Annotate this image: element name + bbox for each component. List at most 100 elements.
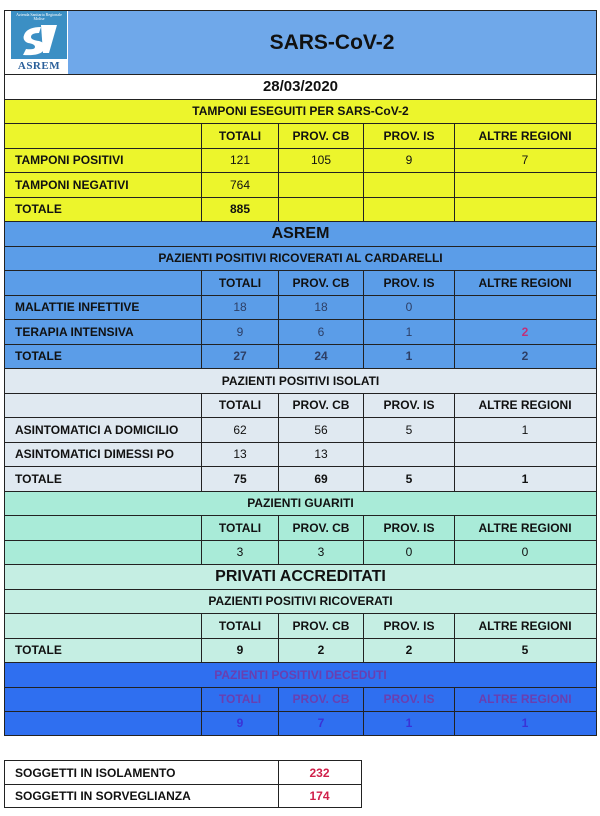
section-title-row: PAZIENTI GUARITI xyxy=(4,490,597,515)
value-cell: 0 xyxy=(363,295,454,319)
value-cell: 18 xyxy=(201,295,278,319)
row-label: TAMPONI POSITIVI xyxy=(15,153,124,168)
column-header: TOTALI xyxy=(201,393,278,417)
summary-label: SOGGETTI IN ISOLAMENTO xyxy=(15,765,176,780)
column-header-blank xyxy=(5,516,201,540)
value-cell: 7 xyxy=(278,712,363,735)
row-label xyxy=(5,541,201,565)
value-cell: 105 xyxy=(278,148,363,172)
summary-label: SOGGETTI IN SORVEGLIANZA xyxy=(15,789,191,803)
column-header: PROV. IS xyxy=(363,516,454,540)
column-header: ALTRE REGIONI xyxy=(454,393,595,417)
column-header-blank xyxy=(5,614,201,638)
column-header-blank xyxy=(5,394,201,418)
column-header: PROV. IS xyxy=(363,687,454,711)
value-cell: 0 xyxy=(454,540,595,564)
table-row: MALATTIE INFETTIVE 18 18 0 xyxy=(4,294,597,319)
column-header: PROV. IS xyxy=(363,614,454,638)
column-header-row: TOTALI PROV. CB PROV. IS ALTRE REGIONI xyxy=(4,123,597,148)
value-cell xyxy=(363,173,454,197)
section-title: PAZIENTI POSITIVI RICOVERATI AL CARDAREL… xyxy=(158,251,443,266)
row-label: TOTALE xyxy=(15,202,62,217)
report-header: SARS-CoV-2 Azienda Sanitaria Regionale M… xyxy=(4,10,597,74)
value-cell xyxy=(454,442,595,466)
value-cell: 9 xyxy=(201,712,278,735)
value-cell: 2 xyxy=(278,638,363,662)
column-header: PROV. CB xyxy=(278,516,363,540)
value-cell xyxy=(363,442,454,466)
row-label: ASINTOMATICI A DOMICILIO xyxy=(15,422,179,437)
row-label: TERAPIA INTENSIVA xyxy=(15,324,134,339)
section-title: PAZIENTI POSITIVI DECEDUTI xyxy=(214,667,387,682)
value-cell: 3 xyxy=(201,540,278,564)
section-banner: ASREM xyxy=(271,224,330,242)
value-cell xyxy=(454,197,595,221)
value-cell: 1 xyxy=(454,712,595,735)
section-title: PAZIENTI POSITIVI ISOLATI xyxy=(221,373,380,388)
value-cell: 27 xyxy=(201,344,278,368)
column-header-row: TOTALI PROV. CB PROV. IS ALTRE REGIONI xyxy=(4,613,597,638)
value-cell: 6 xyxy=(278,320,363,344)
section-title-row: PAZIENTI POSITIVI ISOLATI xyxy=(4,368,597,393)
column-header: ALTRE REGIONI xyxy=(454,687,595,711)
column-header: TOTALI xyxy=(201,516,278,540)
column-header: PROV. CB xyxy=(278,687,363,711)
value-cell: 2 xyxy=(454,344,595,368)
row-label: TOTALE xyxy=(15,349,62,364)
value-cell: 1 xyxy=(363,344,454,368)
table-row: ASINTOMATICI DIMESSI PO 13 13 xyxy=(4,441,597,466)
column-header: PROV. CB xyxy=(278,271,363,295)
value-cell: 13 xyxy=(278,442,363,466)
column-header: TOTALI xyxy=(201,271,278,295)
value-cell: 24 xyxy=(278,344,363,368)
report-table: 28/03/2020 TAMPONI ESEGUITI PER SARS-CoV… xyxy=(4,74,597,736)
logo-s-icon xyxy=(23,25,57,56)
column-header: PROV. CB xyxy=(278,124,363,148)
table-row: TOTALE 27 24 1 2 xyxy=(4,343,597,368)
value-cell xyxy=(454,295,595,319)
value-cell: 764 xyxy=(201,173,278,197)
value-cell: 9 xyxy=(201,320,278,344)
section-title-row: TAMPONI ESEGUITI PER SARS-CoV-2 xyxy=(4,98,597,123)
column-header-blank xyxy=(5,124,201,148)
table-row: TOTALE 9 2 2 5 xyxy=(4,637,597,662)
section-banner-row: ASREM xyxy=(4,221,597,246)
value-cell xyxy=(454,173,595,197)
value-cell xyxy=(363,197,454,221)
logo-caption: Azienda Sanitaria Regionale Molise xyxy=(16,12,62,21)
value-cell: 1 xyxy=(454,467,595,491)
value-cell: 0 xyxy=(363,540,454,564)
value-cell: 7 xyxy=(454,148,595,172)
report-date: 28/03/2020 xyxy=(262,78,339,96)
row-label: TOTALE xyxy=(15,643,62,658)
table-row: TAMPONI POSITIVI 121 105 9 7 xyxy=(4,147,597,172)
row-label: ASINTOMATICI DIMESSI PO xyxy=(15,447,174,462)
summary-table: SOGGETTI IN ISOLAMENTO 232 SOGGETTI IN SOR… xyxy=(4,760,362,808)
table-row: TOTALE 885 xyxy=(4,196,597,221)
value-cell: 9 xyxy=(363,148,454,172)
value-cell: 5 xyxy=(454,638,595,662)
section-banner-row: PRIVATI ACCREDITATI xyxy=(4,564,597,589)
logo-name: ASREM xyxy=(17,60,61,72)
value-cell: 3 xyxy=(278,540,363,564)
column-header-blank xyxy=(5,271,201,295)
value-cell: 5 xyxy=(363,418,454,442)
column-header-row: TOTALI PROV. CB PROV. IS ALTRE REGIONI xyxy=(4,392,597,418)
column-header: ALTRE REGIONI xyxy=(454,271,595,295)
column-header: PROV. CB xyxy=(278,614,363,638)
row-label xyxy=(5,712,201,735)
column-header: ALTRE REGIONI xyxy=(454,614,595,638)
column-header: TOTALI xyxy=(201,614,278,638)
summary-row: SOGGETTI IN ISOLAMENTO 232 xyxy=(4,760,362,784)
section-title-row: PAZIENTI POSITIVI RICOVERATI xyxy=(4,588,597,613)
value-cell: 121 xyxy=(201,148,278,172)
value-cell: 56 xyxy=(278,418,363,442)
report-sheet: SARS-CoV-2 Azienda Sanitaria Regionale M… xyxy=(4,10,597,736)
summary-value: 232 xyxy=(278,761,360,784)
value-cell: 1 xyxy=(363,712,454,735)
header-band xyxy=(68,11,596,74)
value-cell: 5 xyxy=(363,467,454,491)
value-cell: 2 xyxy=(454,320,595,344)
